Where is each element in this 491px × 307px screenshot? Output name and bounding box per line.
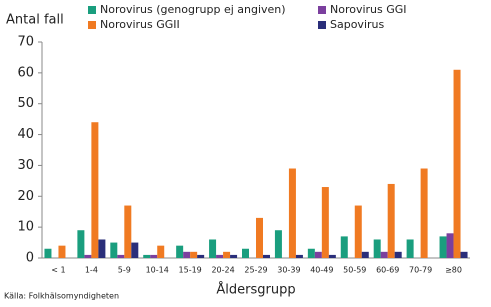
bar (77, 230, 85, 258)
bar (439, 236, 447, 258)
bar (420, 168, 428, 258)
x-tick-label: ≥80 (445, 266, 462, 275)
legend-label: Sapovirus (330, 18, 384, 31)
x-tick-label: 1-4 (85, 266, 98, 275)
y-tick-label: 70 (17, 35, 34, 50)
bar (256, 217, 263, 258)
legend-label: Norovirus GGI (330, 3, 407, 16)
bar (394, 251, 402, 258)
y-tick-label: 0 (26, 251, 34, 266)
bar (209, 239, 217, 258)
x-tick-label: 50-59 (343, 266, 366, 275)
y-tick-label: 30 (17, 158, 34, 173)
x-tick-label: 5-9 (118, 266, 131, 275)
y-tick-label: 60 (17, 65, 34, 80)
bar (223, 251, 231, 258)
x-tick-label: 10-14 (146, 266, 169, 275)
bar (361, 251, 369, 258)
x-axis-label: Åldersgrupp (216, 282, 295, 298)
bar (150, 254, 158, 258)
bar (157, 245, 165, 258)
x-tick-label: 25-29 (244, 266, 267, 275)
x-tick-label: 15-19 (179, 266, 202, 275)
bar (110, 242, 118, 258)
legend-swatch (88, 21, 96, 29)
bar (373, 239, 381, 258)
bar (131, 242, 139, 258)
bar (406, 239, 414, 258)
bar (453, 69, 461, 259)
legend-swatch (318, 21, 326, 29)
y-tick-label: 50 (17, 96, 34, 111)
bar (263, 254, 270, 258)
y-tick-label: 20 (17, 189, 34, 204)
legend-label: Norovirus (genogrupp ej angiven) (100, 3, 286, 16)
bar (328, 254, 336, 258)
legend-swatch (318, 6, 326, 14)
bar (44, 248, 52, 258)
x-tick-label: 20-24 (211, 266, 234, 275)
bar (84, 254, 92, 258)
bar (460, 251, 468, 258)
bar (216, 254, 224, 258)
bar (307, 248, 315, 258)
bar (98, 239, 106, 258)
bar (446, 233, 454, 258)
bar (288, 168, 296, 258)
bar (143, 254, 151, 258)
bar (183, 251, 191, 258)
x-tick-label: 60-69 (376, 266, 399, 275)
bar (354, 205, 362, 258)
source: Källa: Folkhälsomyndigheten (4, 292, 119, 301)
x-tick-label: 70-79 (409, 266, 432, 275)
bar (197, 254, 205, 258)
x-tick-label: 40-49 (310, 266, 333, 275)
bar (242, 248, 249, 258)
x-tick-label: < 1 (51, 266, 65, 275)
x-tick-label: 30-39 (277, 266, 300, 275)
bar (274, 230, 282, 258)
bar (58, 245, 66, 258)
bar (230, 254, 238, 258)
legend-swatch (88, 6, 96, 14)
bar (314, 251, 322, 258)
y-tick-label: 10 (17, 220, 34, 235)
bar (387, 183, 395, 258)
bar (340, 236, 348, 258)
bar (190, 251, 198, 258)
bar (295, 254, 303, 258)
legend-label: Norovirus GGII (100, 18, 180, 31)
bar (124, 205, 132, 258)
bar (380, 251, 388, 258)
bar (117, 254, 125, 258)
bar (91, 122, 99, 258)
bar (321, 187, 329, 258)
y-axis-label: Antal fall (6, 13, 64, 28)
y-tick-label: 40 (17, 127, 34, 142)
bar (176, 245, 184, 258)
